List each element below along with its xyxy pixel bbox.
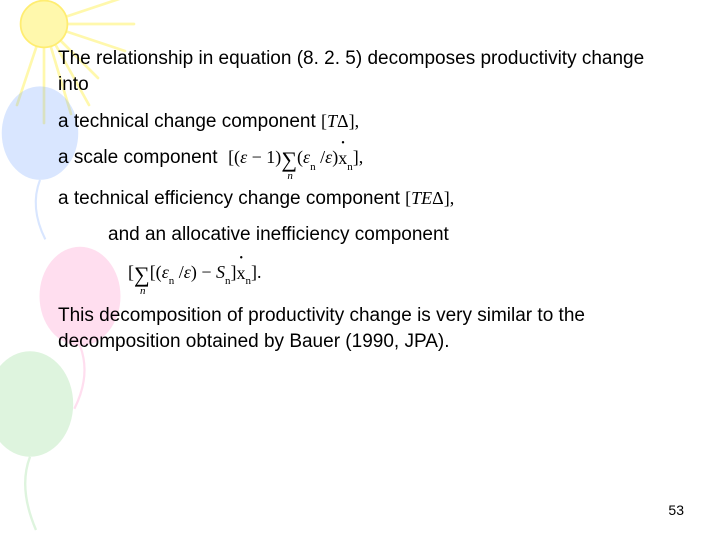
page-number: 53	[668, 502, 684, 518]
te-change-label: a technical efficiency change component	[58, 188, 400, 209]
scale-line: a scale component [(ε − 1)∑n(εn /ε)xn],	[58, 145, 662, 172]
slide: The relationship in equation (8. 2. 5) d…	[0, 0, 720, 540]
technical-change-label: a technical change component	[58, 111, 316, 132]
technical-change-formula: [TΔ],	[321, 111, 359, 131]
allocative-formula: [∑n[(εn /ε) − Sn]xn].	[128, 260, 662, 287]
scale-label: a scale component	[58, 147, 218, 168]
slide-content: The relationship in equation (8. 2. 5) d…	[58, 46, 662, 366]
technical-change-line: a technical change component [TΔ],	[58, 109, 662, 135]
allocative-label: and an allocative inefficiency component	[108, 222, 662, 248]
closing-text: This decomposition of productivity chang…	[58, 303, 662, 354]
scale-formula: [(ε − 1)∑n(εn /ε)xn],	[228, 147, 363, 167]
balloon-green-icon	[0, 340, 90, 540]
intro-text: The relationship in equation (8. 2. 5) d…	[58, 46, 662, 97]
te-change-formula: [TEΔ],	[405, 188, 454, 208]
te-change-line: a technical efficiency change component …	[58, 186, 662, 212]
